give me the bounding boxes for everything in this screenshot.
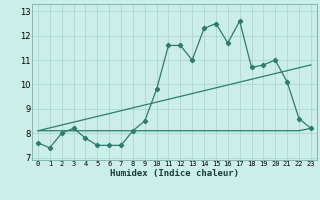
X-axis label: Humidex (Indice chaleur): Humidex (Indice chaleur) (110, 169, 239, 178)
